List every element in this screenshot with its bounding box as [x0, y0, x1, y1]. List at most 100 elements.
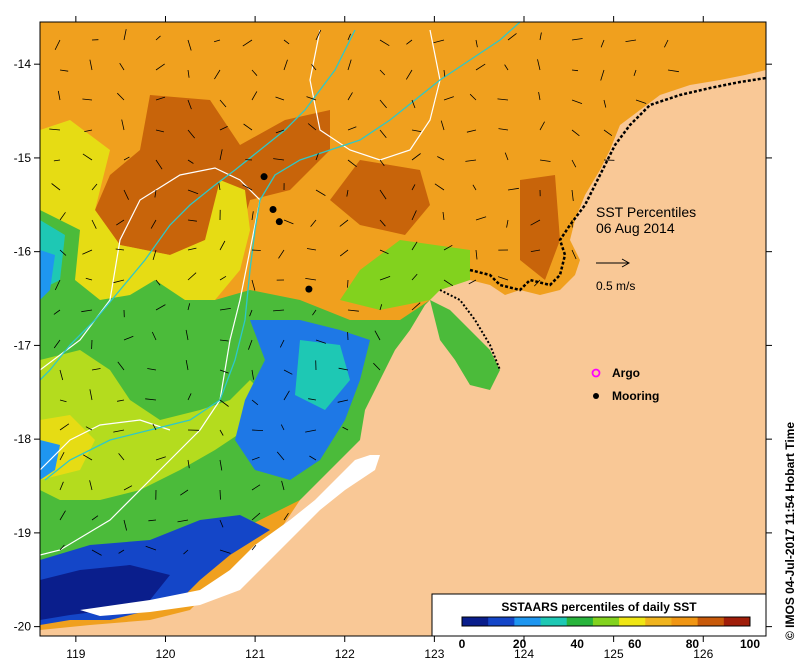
- current-vector: [53, 309, 61, 315]
- current-vector: [113, 279, 125, 284]
- current-vector: [117, 361, 125, 371]
- current-vector: [145, 545, 157, 551]
- current-vector: [59, 212, 66, 221]
- current-vector: [497, 98, 509, 101]
- colorbar-scale: [462, 617, 751, 626]
- current-vector: [219, 459, 223, 471]
- current-vector: [177, 519, 189, 523]
- current-vector: [187, 272, 197, 281]
- current-vector: [625, 39, 637, 42]
- current-vector: [214, 69, 221, 80]
- current-vector: [251, 456, 260, 461]
- x-axis: 119 120 121 122 123 124 125 126: [66, 16, 714, 661]
- current-vector: [185, 360, 189, 371]
- colorbar-cell: [488, 617, 515, 626]
- current-vector: [379, 219, 386, 227]
- argo-legend-label: Argo: [612, 366, 640, 380]
- colorbar-tick-label: 80: [686, 637, 700, 651]
- current-vector: [339, 219, 349, 227]
- current-vector: [152, 423, 157, 431]
- lightgreen-zone: [40, 350, 265, 500]
- current-vector: [242, 184, 253, 191]
- current-vector: [434, 183, 445, 191]
- current-vector: [123, 29, 127, 41]
- colorbar-cell: [592, 617, 620, 626]
- current-vector: [57, 90, 61, 101]
- current-vector: [113, 429, 125, 433]
- current-vector: [251, 279, 256, 291]
- current-vector: [465, 159, 477, 162]
- current-vector: [89, 389, 93, 401]
- current-vector: [379, 99, 387, 109]
- current-vector: [603, 129, 613, 137]
- mooring-point: [275, 218, 283, 226]
- colorbar-cell: [671, 617, 699, 626]
- colorbar-cell: [540, 617, 568, 626]
- current-vector: [118, 453, 125, 461]
- x-tick-label: 124: [514, 647, 534, 661]
- colorbar-tick-label: 20: [513, 637, 527, 651]
- current-vector: [219, 549, 231, 554]
- current-vector: [440, 120, 445, 131]
- current-vector: [337, 399, 349, 403]
- y-axis: -14 -15 -16 -17 -18 -19 -20: [14, 57, 772, 634]
- current-vector: [123, 189, 129, 200]
- current-vector: [82, 249, 93, 255]
- current-vector: [187, 303, 191, 311]
- current-vector: [506, 219, 509, 228]
- current-vector: [123, 519, 127, 531]
- mooring-marker-icon: [593, 393, 599, 399]
- current-vector: [339, 249, 349, 257]
- current-vector: [219, 149, 223, 161]
- y-tick-label: -14: [14, 57, 32, 71]
- mooring-point: [305, 285, 313, 293]
- current-vector: [411, 302, 421, 311]
- map-legend: Argo Mooring: [591, 366, 659, 403]
- current-vector: [571, 99, 583, 104]
- current-vector: [219, 339, 229, 342]
- current-vector: [530, 219, 541, 226]
- current-vector: [275, 96, 285, 101]
- current-vector: [443, 279, 454, 287]
- current-vector: [91, 515, 99, 521]
- y-tick-label: -19: [14, 526, 32, 540]
- current-vector: [154, 189, 157, 198]
- current-vector: [251, 399, 259, 406]
- x-tick-label: 121: [245, 647, 265, 661]
- current-vector: [251, 91, 258, 101]
- x-tick-label: 122: [335, 647, 355, 661]
- colorbar-title: SSTAARS percentiles of daily SST: [501, 600, 697, 614]
- current-vector: [59, 369, 64, 381]
- current-vector: [475, 39, 478, 48]
- current-vector: [155, 304, 166, 311]
- mooring-legend-label: Mooring: [612, 389, 659, 403]
- current-vector: [59, 452, 65, 461]
- current-vector: [306, 96, 317, 101]
- current-vector: [251, 512, 261, 521]
- current-vector: [283, 59, 288, 71]
- current-vector: [82, 98, 93, 101]
- current-vector: [411, 153, 421, 161]
- colorbar-box: [431, 593, 767, 637]
- isobath-200m: [40, 167, 261, 556]
- current-vector: [347, 33, 351, 41]
- y-tick-label: -18: [14, 432, 32, 446]
- current-vector: [187, 129, 196, 139]
- current-vector: [306, 248, 317, 251]
- current-vector: [243, 123, 253, 131]
- current-vector: [84, 129, 93, 132]
- current-vector: [187, 159, 194, 164]
- current-vector: [305, 278, 317, 281]
- current-vector: [155, 35, 161, 41]
- current-vector: [91, 368, 101, 371]
- current-vector: [183, 549, 189, 555]
- mooring-points: [260, 173, 313, 293]
- current-vector: [53, 159, 61, 162]
- argo-marker-icon: [591, 368, 601, 378]
- current-vector: [466, 129, 477, 133]
- current-vector: [273, 309, 285, 312]
- inlet-coastline: [439, 289, 501, 371]
- current-vector: [538, 92, 541, 101]
- navy-zone: [40, 565, 170, 620]
